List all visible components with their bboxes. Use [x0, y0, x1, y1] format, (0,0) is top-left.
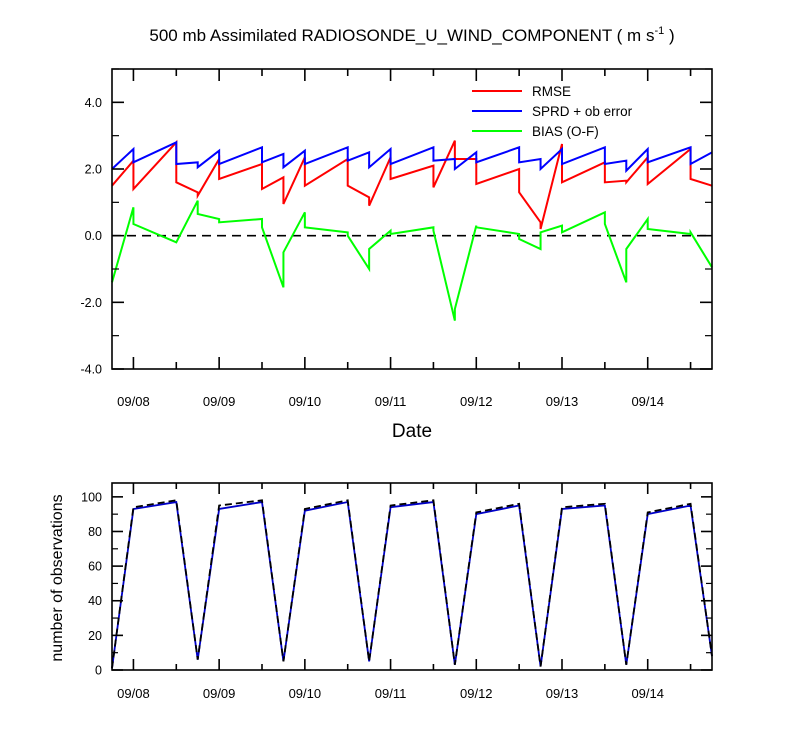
- x-tick-label: 09/09: [203, 686, 236, 701]
- y-tick-label: 2.0: [85, 163, 102, 177]
- y-tick-label: 60: [88, 560, 102, 574]
- y-tick-label: 0.0: [85, 229, 102, 243]
- bottom-plot-panel: 09/08 09/09 09/10 09/11 09/12 09/13 09/14 0 20 40…: [81, 482, 713, 701]
- y-tick-label: 100: [81, 490, 102, 504]
- y-tick-label: 80: [88, 525, 102, 539]
- x-tick-label: 09/10: [289, 394, 322, 409]
- x-tick-label: 09/11: [375, 686, 407, 701]
- chart-title-superscript: -1: [654, 25, 664, 37]
- chart-title-end: ): [664, 26, 674, 45]
- bottom-y-axis-label: number of observations: [49, 494, 66, 661]
- y-tick-label: 40: [88, 594, 102, 608]
- y-tick-label: 20: [88, 629, 102, 643]
- top-plot-panel: 09/08 09/09 09/10 09/11 09/12 09/13 09/14 -4.0 -…: [80, 68, 713, 409]
- series-line-rmse: [111, 139, 713, 230]
- x-tick-label: 09/14: [631, 394, 664, 409]
- y-tick-label: -4.0: [80, 363, 102, 377]
- x-tick-label: 09/11: [375, 394, 407, 409]
- x-tick-label: 09/09: [203, 394, 236, 409]
- x-tick-label: 09/12: [460, 394, 493, 409]
- series-line-observations-assimilated: [111, 500, 713, 669]
- y-tick-label: 0: [95, 664, 102, 678]
- series-line-observations-possible: [111, 499, 713, 669]
- y-tick-label: -2.0: [80, 296, 102, 310]
- chart-legend: RMSE SPRD + ob error BIAS (O-F): [472, 84, 633, 139]
- series-line-bias-o-f: [111, 200, 713, 321]
- x-tick-label: 09/13: [546, 394, 579, 409]
- legend-label: RMSE: [532, 84, 571, 99]
- x-tick-label: 09/08: [117, 394, 150, 409]
- x-tick-label: 09/08: [117, 686, 150, 701]
- legend-label: BIAS (O-F): [532, 124, 599, 139]
- legend-label: SPRD + ob error: [532, 104, 633, 119]
- top-x-axis-label: Date: [392, 421, 432, 442]
- x-tick-label: 09/10: [289, 686, 322, 701]
- y-tick-label: 4.0: [85, 96, 102, 110]
- x-tick-label: 09/12: [460, 686, 493, 701]
- x-tick-label: 09/13: [546, 686, 579, 701]
- series-line-sprd-ob-error: [111, 140, 713, 174]
- plot-frame: [111, 482, 713, 671]
- chart-title: 500 mb Assimilated RADIOSONDE_U_WIND_COM…: [149, 25, 674, 45]
- x-tick-label: 09/14: [631, 686, 664, 701]
- plot-frame: [111, 68, 713, 370]
